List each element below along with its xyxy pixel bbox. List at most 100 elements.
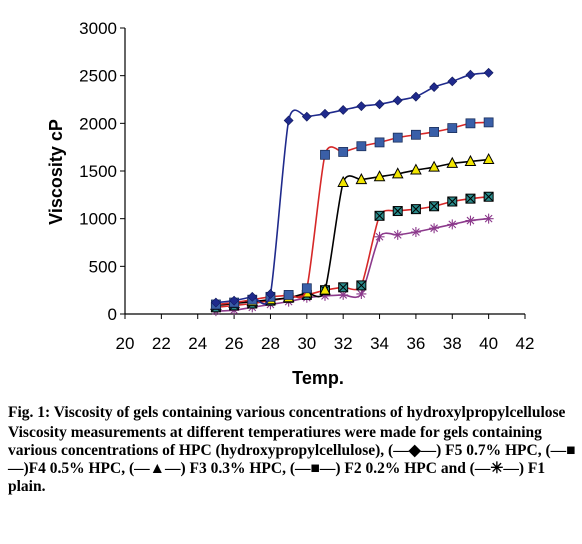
data-point-square: [465, 118, 476, 129]
data-point-triangle: [373, 170, 386, 182]
data-point-diamond: [247, 291, 258, 302]
data-point-square: [447, 123, 458, 133]
data-point-diamond: [374, 99, 385, 110]
data-point-diamond: [465, 69, 476, 80]
data-point-triangle: [410, 163, 422, 175]
data-point-asterisk: [410, 227, 421, 238]
data-point-xsquare: [465, 193, 476, 204]
data-point-xsquare-cross: [392, 206, 403, 216]
data-point-diamond: [410, 91, 421, 102]
data-point-diamond: [447, 76, 458, 87]
data-point-triangle: [446, 156, 459, 168]
data-point-xsquare: [338, 282, 349, 293]
caption-title: Fig. 1: Viscosity of gels containing var…: [8, 404, 566, 421]
series-f3: [210, 152, 495, 310]
data-point-xsquare: [410, 204, 421, 215]
data-point-triangle: [482, 152, 495, 165]
series-line: [215, 72, 489, 305]
x-tick-label: 36: [406, 334, 425, 353]
data-point-xsquare-cross: [447, 196, 458, 207]
data-point-square: [338, 147, 349, 157]
data-point-xsquare-cross: [465, 193, 476, 204]
data-point-diamond: [301, 111, 312, 122]
series-layer: [210, 67, 495, 317]
data-point-diamond: [483, 67, 494, 78]
data-point-diamond: [392, 95, 403, 106]
y-tick-label: 500: [89, 257, 117, 276]
data-point-diamond: [356, 101, 367, 112]
y-tick-label: 0: [108, 305, 117, 324]
data-point-xsquare-cross: [411, 204, 421, 214]
series-line: [215, 158, 489, 307]
y-tick-label: 2500: [79, 67, 117, 86]
y-tick-label: 1000: [79, 210, 117, 229]
data-point-square: [411, 129, 421, 140]
y-tick-label: 3000: [79, 19, 117, 38]
data-point-square: [374, 137, 385, 148]
x-tick-label: 28: [261, 334, 280, 353]
series-f4: [211, 117, 494, 310]
data-point-square: [356, 141, 367, 152]
data-point-triangle: [355, 173, 368, 185]
data-point-diamond: [338, 105, 349, 115]
data-point-xsquare-cross: [374, 210, 385, 221]
viscosity-chart: 0 500 1000 1500 2000 2500 3000 20 22 24 26 28 30 32 34…: [46, 19, 534, 388]
x-tick-label: 38: [443, 334, 462, 353]
x-tick-label: 40: [479, 334, 498, 353]
data-point-triangle: [337, 175, 350, 187]
data-point-diamond: [429, 82, 440, 93]
data-point-xsquare: [429, 201, 440, 212]
x-tick-label: 22: [152, 334, 171, 353]
x-tick-label: 30: [297, 334, 316, 353]
data-point-diamond: [265, 289, 276, 299]
data-point-xsquare: [374, 210, 385, 221]
data-point-square: [429, 127, 439, 137]
data-point-xsquare-cross: [483, 191, 494, 202]
data-point-asterisk: [483, 213, 494, 224]
data-point-asterisk: [465, 215, 476, 226]
data-point-diamond: [229, 295, 240, 306]
data-point-asterisk: [320, 290, 330, 301]
series-line: [215, 195, 489, 309]
data-point-xsquare: [356, 280, 367, 291]
data-point-xsquare-cross: [429, 201, 439, 212]
data-point-square: [301, 283, 312, 294]
data-point-triangle: [428, 160, 440, 172]
data-point-asterisk: [338, 289, 349, 300]
x-tick-label: 34: [370, 334, 389, 353]
data-point-diamond: [320, 108, 330, 119]
data-point-asterisk: [392, 229, 403, 240]
x-tick-label: 20: [116, 334, 135, 353]
data-point-xsquare: [392, 206, 403, 217]
y-axis-label: Viscosity cP: [46, 119, 66, 225]
figure-caption: Fig. 1: Viscosity of gels containing var…: [8, 404, 576, 496]
data-point-triangle: [391, 167, 404, 179]
data-point-asterisk: [374, 231, 385, 242]
series-line: [215, 217, 489, 312]
data-point-square: [483, 117, 494, 128]
y-tick-label: 1500: [79, 162, 117, 181]
data-point-square: [283, 290, 294, 300]
data-point-xsquare: [483, 191, 494, 202]
data-point-square: [392, 132, 403, 143]
y-tick-label: 2000: [79, 114, 117, 133]
x-tick-label: 32: [334, 334, 353, 353]
axes: 0 500 1000 1500 2000 2500 3000 20 22 24 26 28 30 32 34…: [79, 19, 534, 353]
data-point-xsquare-cross: [338, 282, 349, 293]
data-point-xsquare: [447, 196, 458, 207]
data-point-triangle: [464, 154, 477, 166]
chart-container: 0 500 1000 1500 2000 2500 3000 20 22 24 26 28 30 32 34…: [46, 19, 534, 388]
x-tick-label: 42: [516, 334, 535, 353]
data-point-diamond: [210, 297, 221, 308]
data-point-diamond: [283, 115, 294, 126]
data-point-asterisk: [356, 288, 367, 299]
x-axis-label: Temp.: [292, 368, 344, 388]
series-line: [215, 121, 489, 306]
data-point-square: [320, 149, 330, 160]
data-point-triangle: [319, 283, 331, 295]
caption-body: Viscosity measurements at different temp…: [8, 424, 576, 495]
data-point-asterisk: [429, 223, 440, 234]
x-tick-label: 26: [225, 334, 244, 353]
data-point-xsquare-cross: [356, 280, 367, 291]
series-f5: [210, 67, 494, 308]
